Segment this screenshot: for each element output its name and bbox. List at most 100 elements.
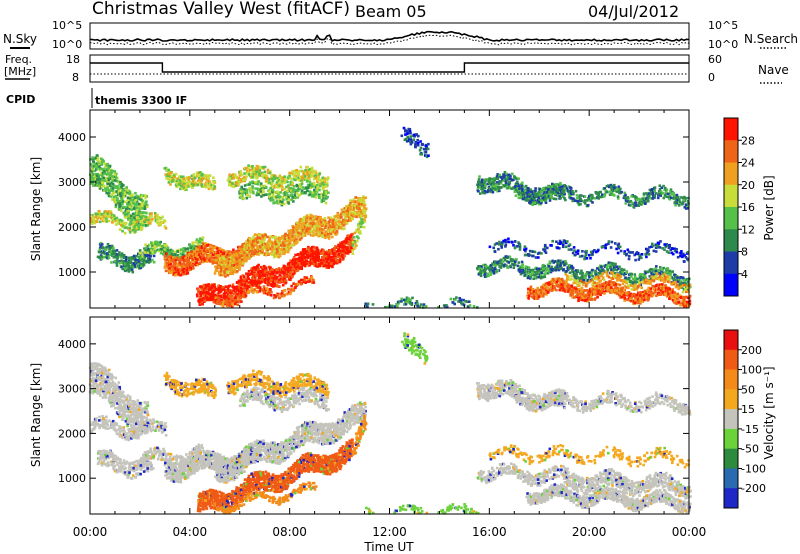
scatter-cell bbox=[236, 270, 239, 273]
scatter-cell bbox=[247, 277, 250, 280]
scatter-cell bbox=[214, 245, 218, 249]
scatter-cell bbox=[316, 178, 320, 181]
scatter-cell bbox=[301, 186, 305, 189]
scatter-cell bbox=[128, 259, 131, 262]
scatter-cell bbox=[255, 239, 259, 243]
scatter-cell bbox=[359, 214, 363, 217]
scatter-cell bbox=[259, 288, 263, 291]
scatter-cell bbox=[259, 237, 263, 240]
scatter-cell bbox=[226, 253, 230, 257]
scatter-cell bbox=[482, 182, 486, 185]
scatter-cell bbox=[208, 287, 212, 290]
scatter-cell bbox=[294, 253, 297, 257]
scatter-cell bbox=[226, 297, 230, 300]
scatter-cell bbox=[314, 222, 318, 225]
scatter-cell bbox=[226, 293, 230, 296]
scatter-cell bbox=[350, 213, 354, 217]
scatter-cell bbox=[238, 268, 241, 271]
scatter-cell bbox=[139, 211, 143, 214]
scatter-cell bbox=[171, 249, 174, 253]
scatter-cell bbox=[325, 230, 328, 234]
scatter-cell bbox=[106, 172, 110, 175]
scatter-cell bbox=[139, 219, 143, 223]
scatter-cell bbox=[152, 241, 156, 245]
scatter-cell bbox=[275, 181, 279, 184]
scatter-cell bbox=[135, 220, 139, 224]
scatter-cell bbox=[275, 199, 279, 203]
scatter-cell bbox=[306, 173, 310, 177]
scatter-cell bbox=[96, 154, 99, 157]
scatter-cell bbox=[275, 268, 279, 271]
scatter-cell bbox=[253, 272, 256, 275]
scatter-cell bbox=[217, 294, 221, 298]
scatter-cell bbox=[181, 265, 184, 269]
scatter-cell bbox=[319, 229, 323, 232]
scatter-cell bbox=[91, 213, 94, 217]
scatter-cell bbox=[212, 180, 216, 184]
scatter-cell bbox=[165, 255, 168, 258]
scatter-cell bbox=[240, 185, 243, 189]
scatter-cell bbox=[311, 185, 314, 188]
scatter-cell bbox=[112, 175, 115, 178]
scatter-cell bbox=[101, 214, 104, 218]
scatter-cell bbox=[258, 187, 262, 191]
scatter-cell bbox=[340, 243, 344, 246]
scatter-cell bbox=[221, 273, 225, 277]
scatter-cell bbox=[94, 156, 97, 160]
scatter-cell bbox=[108, 213, 112, 216]
scatter-cell bbox=[125, 226, 128, 229]
scatter-cell bbox=[295, 168, 298, 172]
scatter-cell bbox=[200, 175, 203, 179]
scatter-cell bbox=[476, 183, 479, 187]
scatter-cell bbox=[315, 184, 319, 187]
scatter-cell bbox=[336, 215, 339, 218]
scatter-cell bbox=[228, 180, 232, 183]
scatter-cell bbox=[189, 261, 192, 264]
scatter-cell bbox=[181, 187, 184, 190]
scatter-cell bbox=[163, 265, 167, 268]
scatter-cell bbox=[111, 198, 114, 201]
scatter-cell bbox=[261, 243, 265, 247]
scatter-cell bbox=[212, 283, 216, 287]
scatter-cell bbox=[261, 289, 265, 293]
scatter-cell bbox=[126, 268, 129, 272]
scatter-cell bbox=[481, 191, 485, 195]
scatter-cell bbox=[342, 223, 346, 227]
scatter-cell bbox=[219, 273, 223, 277]
scatter-cell bbox=[145, 211, 148, 215]
scatter-cell bbox=[297, 178, 300, 181]
scatter-cell bbox=[211, 262, 215, 265]
scatter-cell bbox=[213, 185, 217, 188]
scatter-cell bbox=[138, 258, 142, 261]
scatter-cell bbox=[204, 183, 207, 186]
scatter-cell bbox=[104, 188, 108, 191]
scatter-cell bbox=[233, 268, 236, 272]
scatter-cell bbox=[297, 231, 300, 235]
scatter-cell bbox=[180, 253, 184, 256]
scatter-cell bbox=[127, 256, 131, 260]
scatter-cell bbox=[256, 167, 260, 171]
scatter-cell bbox=[245, 240, 248, 244]
scatter-cell bbox=[146, 220, 149, 224]
scatter-cell bbox=[205, 247, 209, 251]
scatter-cell bbox=[173, 173, 176, 177]
scatter-cell bbox=[121, 191, 125, 194]
scatter-cell bbox=[483, 186, 487, 190]
scatter-cell bbox=[93, 162, 97, 165]
scatter-cell bbox=[164, 166, 168, 170]
scatter-cell bbox=[238, 247, 241, 251]
scatter-cell bbox=[263, 176, 267, 180]
scatter-cell bbox=[122, 205, 125, 209]
scatter-cell bbox=[192, 267, 195, 270]
scatter-cell bbox=[102, 179, 105, 182]
scatter-cell bbox=[111, 183, 115, 186]
scatter-cell bbox=[232, 185, 235, 189]
scatter-cell bbox=[349, 201, 352, 205]
scatter-cell bbox=[239, 289, 243, 293]
scatter-cell bbox=[237, 280, 241, 283]
scatter-cell bbox=[172, 179, 175, 182]
scatter-cell bbox=[315, 217, 319, 220]
scatter-cell bbox=[223, 294, 226, 298]
scatter-cell bbox=[321, 185, 325, 188]
